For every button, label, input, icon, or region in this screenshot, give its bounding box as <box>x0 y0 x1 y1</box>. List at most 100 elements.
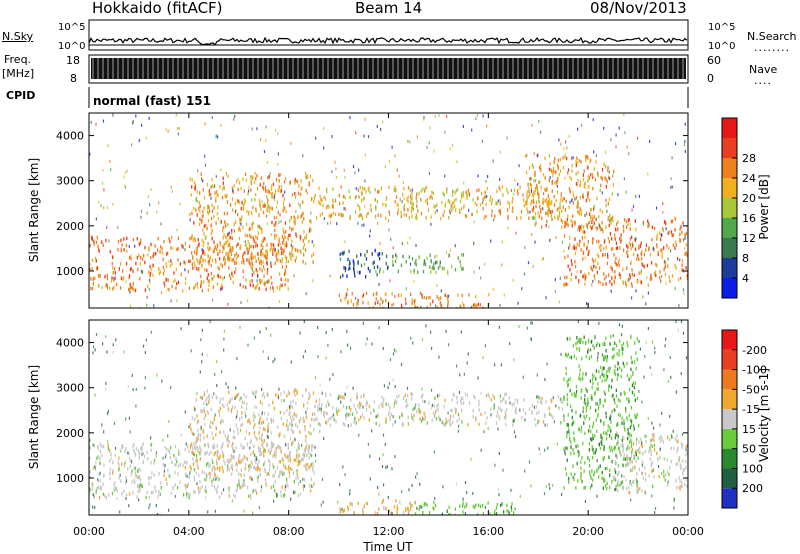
scatter-mark <box>284 453 286 457</box>
scatter-mark <box>557 395 559 399</box>
scatter-mark <box>244 240 246 244</box>
scatter-mark <box>539 205 541 209</box>
scatter-mark <box>678 304 680 308</box>
scatter-mark <box>112 471 114 475</box>
scatter-mark <box>284 235 286 239</box>
scatter-mark <box>674 263 676 268</box>
scatter-mark <box>201 214 203 219</box>
scatter-mark <box>205 451 207 455</box>
scatter-mark <box>594 450 596 455</box>
scatter-mark <box>418 255 421 260</box>
scatter-mark <box>260 485 263 489</box>
scatter-mark <box>127 385 129 388</box>
scatter-mark <box>587 401 589 405</box>
scatter-mark <box>315 136 317 140</box>
scatter-mark <box>219 400 221 405</box>
scatter-mark <box>663 368 665 372</box>
scatter-mark <box>273 197 276 202</box>
scatter-mark <box>410 392 412 396</box>
scatter-mark <box>609 217 611 221</box>
scatter-mark <box>655 245 658 249</box>
scatter-mark <box>340 185 342 189</box>
scatter-mark <box>275 254 277 259</box>
scatter-mark <box>270 418 272 422</box>
scatter-mark <box>303 253 305 257</box>
scatter-mark <box>195 398 197 402</box>
scatter-mark <box>542 197 544 202</box>
scatter-mark <box>94 393 96 397</box>
scatter-mark <box>564 255 566 260</box>
scatter-mark <box>376 265 379 269</box>
scatter-mark <box>283 249 285 253</box>
scatter-mark <box>593 221 595 225</box>
scatter-mark <box>513 402 515 406</box>
scatter-mark <box>642 263 644 267</box>
scatter-mark <box>377 222 379 225</box>
scatter-mark <box>609 485 611 490</box>
scatter-mark <box>580 212 582 217</box>
scatter-mark <box>292 253 294 258</box>
scatter-mark <box>346 412 348 416</box>
scatter-mark <box>249 257 251 261</box>
scatter-mark <box>632 465 634 470</box>
scatter-mark <box>681 484 683 489</box>
scatter-mark <box>456 364 458 368</box>
scatter-mark <box>647 417 649 421</box>
scatter-mark <box>168 237 170 241</box>
scatter-mark <box>341 251 343 255</box>
scatter-mark <box>590 395 592 399</box>
scatter-mark <box>412 407 414 412</box>
scatter-mark <box>604 484 607 488</box>
scatter-mark <box>443 193 445 197</box>
scatter-mark <box>245 278 247 282</box>
scatter-mark <box>497 427 499 431</box>
scatter-mark <box>230 410 232 414</box>
scatter-mark <box>157 267 160 271</box>
scatter-mark <box>129 282 131 287</box>
scatter-mark <box>281 265 284 269</box>
scatter-mark <box>302 419 304 423</box>
scatter-mark <box>589 379 592 383</box>
scatter-mark <box>507 190 509 195</box>
scatter-mark <box>278 251 280 255</box>
scatter-mark <box>599 464 601 468</box>
scatter-mark <box>134 288 137 293</box>
scatter-mark <box>189 422 192 427</box>
scatter-mark <box>620 481 622 485</box>
scatter-mark <box>257 445 260 450</box>
scatter-mark <box>327 204 329 208</box>
scatter-mark <box>363 416 365 420</box>
scatter-mark <box>405 398 408 403</box>
scatter-mark <box>388 410 390 414</box>
scatter-mark <box>640 241 642 245</box>
scatter-mark <box>162 265 165 270</box>
scatter-mark <box>218 477 220 482</box>
scatter-mark <box>635 351 637 355</box>
scatter-mark <box>276 493 278 497</box>
scatter-mark <box>254 390 256 395</box>
scatter-mark <box>250 188 252 192</box>
scatter-mark <box>602 404 604 408</box>
scatter-mark <box>661 233 663 237</box>
scatter-mark <box>140 215 142 219</box>
scatter-mark <box>228 458 230 463</box>
scatter-mark <box>467 423 469 427</box>
scatter-mark <box>548 207 550 212</box>
scatter-mark <box>558 173 560 177</box>
scatter-mark <box>332 187 334 191</box>
scatter-mark <box>576 270 578 274</box>
scatter-mark <box>246 234 248 238</box>
scatter-mark <box>592 217 594 221</box>
scatter-mark <box>578 364 580 368</box>
scatter-mark <box>454 408 457 412</box>
scatter-mark <box>150 476 152 480</box>
scatter-mark <box>641 441 643 445</box>
scatter-mark <box>102 181 104 185</box>
scatter-mark <box>147 457 149 461</box>
scatter-mark <box>302 394 304 398</box>
scatter-mark <box>261 240 263 244</box>
scatter-mark <box>199 479 201 484</box>
scatter-mark <box>621 368 623 373</box>
scatter-mark <box>460 207 463 211</box>
scatter-mark <box>216 396 218 400</box>
